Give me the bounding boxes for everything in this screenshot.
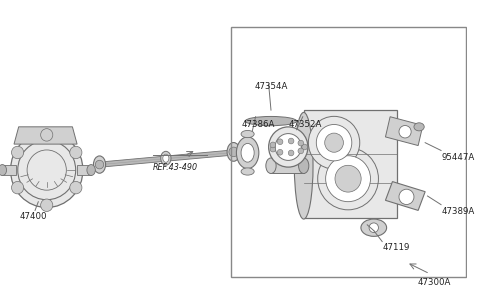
Text: 47389A: 47389A — [442, 207, 475, 216]
Bar — [77, 165, 91, 175]
Bar — [2, 165, 16, 175]
Ellipse shape — [294, 112, 313, 219]
Circle shape — [12, 181, 24, 194]
Ellipse shape — [161, 151, 171, 165]
Circle shape — [399, 125, 411, 138]
Bar — [304, 110, 397, 218]
Circle shape — [302, 144, 307, 150]
Circle shape — [288, 138, 294, 144]
Ellipse shape — [245, 116, 297, 126]
Text: 47119: 47119 — [382, 243, 409, 252]
Circle shape — [298, 148, 303, 154]
Ellipse shape — [237, 137, 259, 168]
Circle shape — [369, 223, 378, 232]
Text: 47300A: 47300A — [417, 277, 451, 287]
Circle shape — [324, 133, 343, 152]
Text: 47352A: 47352A — [289, 120, 322, 129]
Ellipse shape — [241, 130, 254, 138]
Text: 47400: 47400 — [20, 212, 47, 221]
Ellipse shape — [361, 219, 386, 236]
Circle shape — [41, 129, 53, 141]
Ellipse shape — [414, 123, 424, 131]
Ellipse shape — [299, 158, 309, 173]
Circle shape — [288, 150, 294, 156]
Ellipse shape — [94, 156, 106, 173]
Circle shape — [270, 142, 276, 148]
Ellipse shape — [266, 158, 276, 173]
Circle shape — [12, 146, 24, 159]
Circle shape — [399, 189, 414, 205]
Polygon shape — [385, 181, 425, 210]
Circle shape — [70, 146, 82, 159]
Bar — [231, 27, 466, 277]
Text: 95447A: 95447A — [442, 153, 475, 162]
Circle shape — [318, 148, 378, 210]
Ellipse shape — [163, 154, 169, 162]
Ellipse shape — [227, 142, 240, 161]
Circle shape — [308, 116, 360, 169]
Text: 47386A: 47386A — [241, 120, 275, 129]
Text: REF.43-490: REF.43-490 — [153, 163, 198, 173]
Circle shape — [335, 165, 361, 192]
Circle shape — [269, 127, 308, 167]
Circle shape — [325, 156, 371, 202]
Polygon shape — [100, 150, 234, 167]
Ellipse shape — [241, 143, 254, 162]
Bar — [271, 158, 304, 173]
Circle shape — [96, 160, 104, 169]
Circle shape — [277, 139, 283, 144]
Circle shape — [275, 134, 301, 160]
Circle shape — [229, 147, 238, 157]
Circle shape — [41, 199, 53, 212]
Circle shape — [298, 140, 303, 146]
Circle shape — [277, 149, 283, 155]
Ellipse shape — [11, 133, 83, 208]
Circle shape — [70, 181, 82, 194]
Ellipse shape — [87, 164, 96, 175]
Text: 47354A: 47354A — [254, 82, 288, 91]
Polygon shape — [385, 117, 423, 146]
Ellipse shape — [241, 168, 254, 175]
Ellipse shape — [0, 164, 7, 175]
Polygon shape — [14, 127, 77, 144]
Circle shape — [270, 146, 276, 152]
Circle shape — [316, 125, 352, 161]
